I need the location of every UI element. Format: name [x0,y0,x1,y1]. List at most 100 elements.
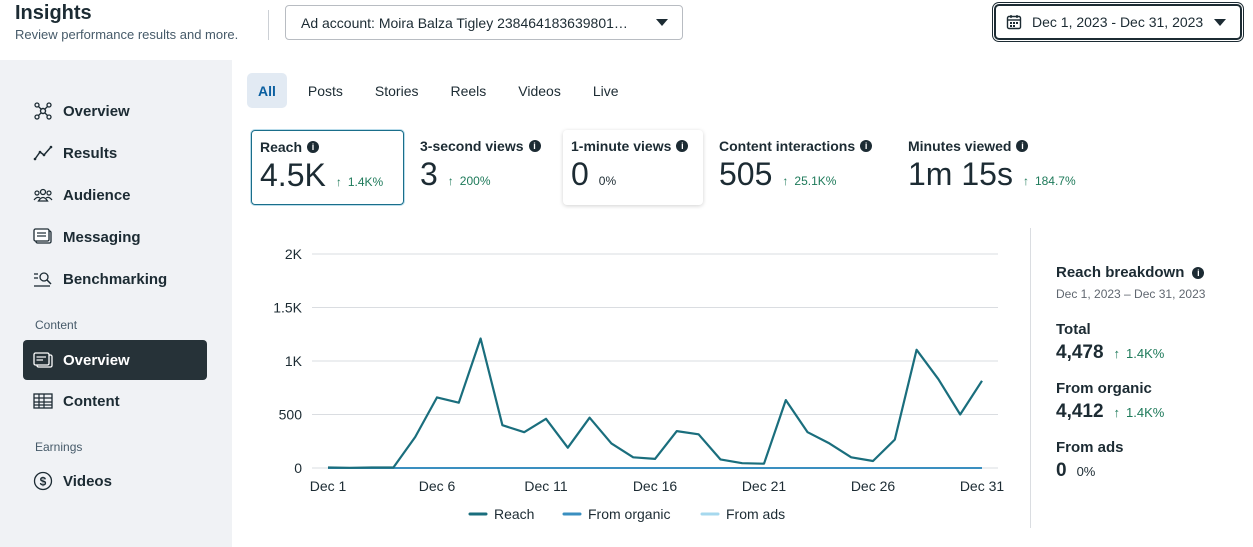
info-icon[interactable]: i [1016,140,1029,152]
info-icon[interactable]: i [676,140,689,152]
message-icon [33,227,53,247]
metric-minutes-viewed[interactable]: Minutes viewed i 1m 15s ↑ 184.7% [900,130,1090,205]
x-tick-label: Dec 21 [742,478,787,494]
legend-label: Reach [494,506,534,522]
breakdown-label: From organic [1056,380,1152,397]
sidebar-item-audience[interactable]: Audience [23,175,207,215]
x-tick-label: Dec 1 [310,478,347,494]
benchmark-icon [33,269,53,289]
breakdown-from-ads: From ads 0 0% [1056,439,1246,482]
main-panel: All Posts Stories Reels Videos Live Reac… [232,60,1253,547]
breakdown-from-organic: From organic 4,412 ↑ 1.4K% [1056,380,1246,423]
sidebar: Overview Results Audience Messaging Benc… [0,60,230,547]
x-tick-label: Dec 6 [419,478,456,494]
header-divider [268,10,269,40]
caret-down-icon [1214,18,1226,26]
metric-delta: 0% [598,174,617,188]
legend-label: From ads [726,506,785,522]
arrow-up-icon: ↑ [447,174,454,188]
top-header: Insights Review performance results and … [0,0,1253,60]
y-tick-label: 2K [285,246,303,262]
info-icon[interactable]: i [1192,266,1205,279]
metric-label: Reach [260,139,303,155]
reach-breakdown: Reach breakdown i Dec 1, 2023 – Dec 31, 2… [1056,264,1246,482]
section-label-earnings: Earnings [35,440,83,454]
breakdown-delta: 0% [1076,464,1096,479]
breakdown-delta: ↑ 1.4K% [1113,346,1165,361]
reach-line-chart: 0 500 1K 1.5K 2K Dec 1 Dec 6 Dec 11 Dec 16 Dec 21… [273,246,1005,522]
content-overview-icon [33,350,53,370]
sidebar-item-label: Audience [63,186,131,204]
sidebar-item-results[interactable]: Results [23,133,207,173]
sidebar-item-videos[interactable]: $ Videos [23,461,207,501]
sidebar-item-label: Messaging [63,228,141,246]
sidebar-item-benchmarking[interactable]: Benchmarking [23,259,207,299]
dollar-icon: $ [33,471,53,491]
x-tick-label: Dec 31 [960,478,1005,494]
date-range-label: Dec 1, 2023 - Dec 31, 2023 [1032,14,1204,30]
arrow-up-icon: ↑ [1113,346,1121,361]
info-icon[interactable]: i [860,140,873,152]
sidebar-item-content-overview[interactable]: Overview [23,340,207,380]
section-label-content: Content [35,318,78,332]
date-range-picker[interactable]: Dec 1, 2023 - Dec 31, 2023 [994,4,1242,40]
arrow-up-icon: ↑ [1113,405,1121,420]
y-tick-label: 0 [294,460,302,476]
metric-value: 505 [719,156,773,192]
y-tick-label: 1K [285,353,303,369]
metric-label: Content interactions [719,138,856,154]
metric-delta: ↑ 200% [447,174,491,188]
sidebar-item-label: Content [63,392,120,410]
tab-stories[interactable]: Stories [374,82,419,99]
tab-videos[interactable]: Videos [518,82,561,99]
caret-down-icon [656,19,668,26]
sidebar-item-overview[interactable]: Overview [23,91,207,131]
breakdown-label: From ads [1056,439,1124,456]
info-icon[interactable]: i [528,140,541,152]
metric-value: 1m 15s [908,156,1013,192]
svg-text:$: $ [40,475,47,489]
tab-live[interactable]: Live [592,82,619,99]
metric-label: 3-second views [420,138,524,154]
y-tick-label: 1.5K [273,300,302,316]
x-tick-label: Dec 16 [633,478,678,494]
breakdown-value: 0 [1056,460,1067,481]
x-tick-label: Dec 26 [851,478,896,494]
calendar-icon [1006,15,1022,30]
arrow-up-icon: ↑ [335,175,342,189]
chart-panel-divider [1030,228,1031,528]
sidebar-item-label: Results [63,144,118,162]
metric-delta: ↑ 184.7% [1022,174,1076,188]
info-icon[interactable]: i [307,141,320,153]
metric-content-interactions[interactable]: Content interactions i 505 ↑ 25.1K% [711,130,891,205]
content-type-tabs: All Posts Stories Reels Videos Live [247,73,640,108]
tab-all[interactable]: All [247,73,287,108]
breakdown-value: 4,412 [1056,401,1104,422]
table-icon [33,391,53,411]
sidebar-item-content[interactable]: Content [23,381,207,421]
people-icon [33,185,53,205]
sidebar-item-label: Videos [63,472,112,490]
arrow-up-icon: ↑ [1022,174,1029,188]
tab-reels[interactable]: Reels [450,82,487,99]
y-tick-label: 500 [279,407,303,423]
sidebar-item-label: Overview [63,351,130,369]
metric-3-second-views[interactable]: 3-second views i 3 ↑ 200% [412,130,552,205]
metric-delta: ↑ 1.4K% [335,175,384,189]
tab-posts[interactable]: Posts [307,82,343,99]
trend-line-icon [33,143,53,163]
ad-account-dropdown[interactable]: Ad account: Moira Balza Tigley 238464183… [285,5,683,40]
breakdown-total: Total 4,478 ↑ 1.4K% [1056,321,1246,364]
breakdown-label: Total [1056,321,1091,338]
network-icon [33,101,53,121]
ad-account-label: Ad account: Moira Balza Tigley 238464183… [301,14,628,31]
metric-1-minute-views[interactable]: 1-minute views i 0 0% [563,130,703,205]
sidebar-item-label: Overview [63,102,130,120]
breakdown-title: Reach breakdown [1056,264,1185,281]
breakdown-date-range: Dec 1, 2023 – Dec 31, 2023 [1056,287,1206,301]
page-subtitle: Review performance results and more. [15,27,239,42]
sidebar-item-messaging[interactable]: Messaging [23,217,207,257]
breakdown-value: 4,478 [1056,342,1104,363]
metric-reach[interactable]: Reach i 4.5K ↑ 1.4K% [251,130,404,205]
metric-value: 3 [420,156,438,192]
